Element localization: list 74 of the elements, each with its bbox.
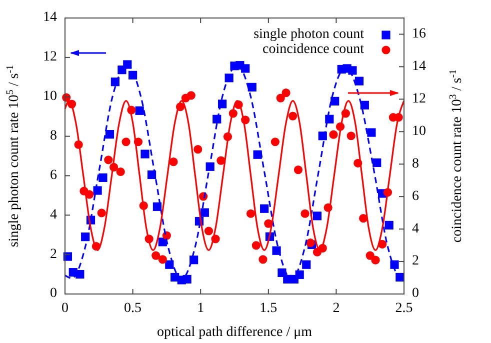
- x-tick-label: 0: [62, 301, 68, 316]
- y-tick-label: 12: [43, 50, 57, 65]
- point: [330, 96, 340, 106]
- y-tick-label: 14: [43, 10, 57, 26]
- x-tick-label: 0.5: [124, 301, 142, 316]
- y2-tick-label: 6: [412, 188, 419, 204]
- point: [288, 112, 298, 120]
- legend-label: single photon count: [254, 27, 364, 42]
- point: [152, 251, 160, 260]
- y-tick-label: 6: [50, 168, 57, 183]
- point: [169, 158, 178, 166]
- point: [104, 156, 113, 164]
- point: [359, 214, 368, 223]
- point: [302, 260, 311, 269]
- point: [194, 145, 202, 154]
- point: [354, 76, 364, 86]
- x-tick-label: 1: [197, 301, 204, 316]
- point: [260, 204, 269, 213]
- point: [372, 158, 382, 168]
- point: [366, 251, 374, 260]
- y-tick-label: 0: [50, 286, 57, 302]
- y2-tick-label: 14: [412, 58, 426, 74]
- point: [158, 255, 167, 264]
- point: [186, 91, 196, 100]
- y2-tick-label: 16: [412, 26, 426, 42]
- point: [360, 100, 369, 110]
- point: [390, 260, 399, 269]
- point: [248, 82, 256, 92]
- y2-tick-label: 4: [412, 221, 419, 236]
- point: [246, 209, 256, 218]
- y-tick-label: 2: [50, 246, 57, 262]
- y2-tick-label: 2: [412, 254, 419, 269]
- point: [276, 94, 285, 102]
- point: [371, 256, 380, 264]
- legend-label: coincidence count: [262, 42, 364, 58]
- point: [282, 88, 290, 98]
- point: [252, 241, 260, 250]
- y2-tick-label: 12: [412, 91, 426, 106]
- point: [346, 132, 356, 140]
- x-tick-label: 2: [332, 301, 340, 316]
- point: [270, 138, 280, 146]
- point: [123, 60, 132, 69]
- point: [258, 255, 268, 264]
- point: [135, 106, 144, 115]
- x-axis-title: optical path difference / μm: [157, 325, 312, 340]
- y-tick-label: 8: [50, 128, 57, 144]
- point: [312, 212, 322, 220]
- point: [204, 226, 214, 236]
- point: [384, 220, 394, 230]
- y-tick-label: 10: [43, 89, 57, 104]
- point: [122, 138, 130, 146]
- point: [182, 274, 192, 284]
- point: [300, 209, 310, 218]
- y-tick-label: 4: [50, 207, 57, 222]
- y2-tick-label: 8: [412, 156, 419, 172]
- y2-tick-label: 0: [412, 286, 419, 302]
- point: [329, 130, 338, 139]
- y2-tick-label: 10: [412, 124, 426, 139]
- point: [76, 270, 84, 279]
- point: [218, 100, 227, 108]
- point: [97, 208, 106, 218]
- point: [93, 186, 102, 195]
- point: [272, 246, 281, 255]
- point: [105, 130, 114, 139]
- point: [98, 173, 108, 182]
- point: [348, 66, 357, 75]
- point: [294, 166, 303, 174]
- point: [241, 64, 250, 73]
- point: [367, 128, 376, 137]
- x-tick-label: 1.5: [260, 301, 278, 316]
- point: [216, 156, 226, 165]
- x-tick-label: 2.5: [395, 301, 413, 316]
- point: [140, 150, 150, 158]
- point: [116, 167, 125, 176]
